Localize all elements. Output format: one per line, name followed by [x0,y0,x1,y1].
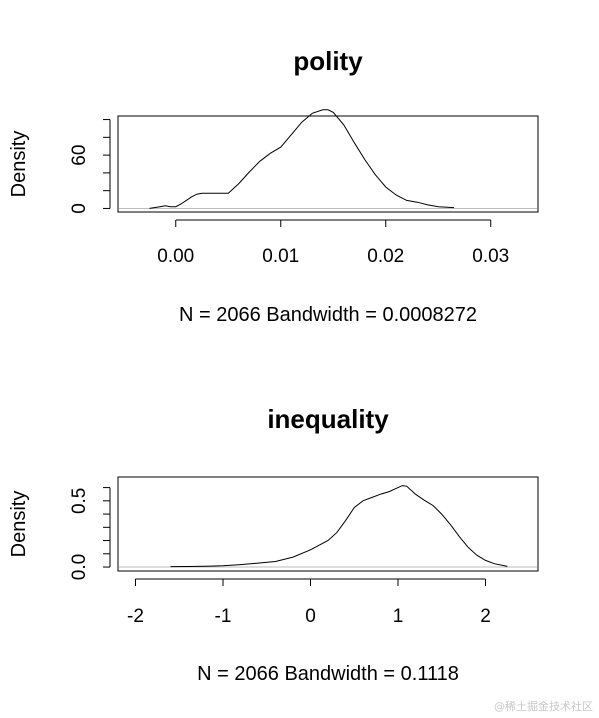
chart-title: inequality [267,404,389,434]
x-tick-label: 0 [305,606,316,627]
x-tick-label: 0.00 [157,246,194,267]
density-curve [149,109,455,209]
plot-frame [117,476,539,572]
x-tick-label: -2 [127,606,144,627]
x-tick-label: 2 [480,606,491,627]
x-tick-label: 0.01 [262,246,299,267]
x-tick-label: 1 [393,606,404,627]
y-tick-label: 0.5 [69,488,90,514]
y-tick-label: 0 [69,203,90,214]
x-axis-label: N = 2066 Bandwidth = 0.0008272 [179,304,477,326]
watermark-text: @稀土掘金技术社区 [494,700,593,713]
y-tick-label: 0.0 [69,554,90,580]
x-tick-label: -1 [215,606,232,627]
x-tick-label: 0.03 [472,246,509,267]
plot-frame [117,115,539,213]
x-axis-label: N = 2066 Bandwidth = 0.1118 [197,663,459,685]
chart-title: polity [293,46,363,76]
y-axis-label: Density [8,491,30,558]
polity-density-panel: 0.00 0.01 0.02 0.03 0 60 polity N = 2066 Bandwi… [8,46,539,326]
y-axis-label: Density [8,131,30,198]
density-curve [170,485,508,568]
inequality-density-panel: -2 -1 0 1 2 0.0 0.5 inequality N = 2066 Bandwidt… [8,404,539,685]
x-tick-label: 0.02 [367,246,404,267]
y-tick-label: 60 [69,145,90,166]
